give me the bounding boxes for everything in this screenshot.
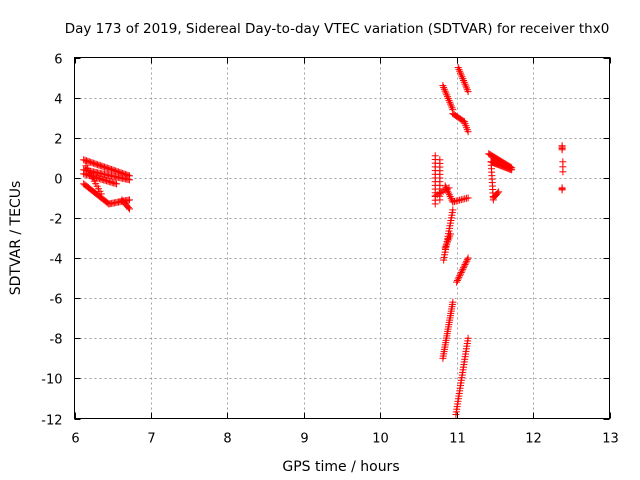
y-tick-labels: -12 -10 -8 -6 -4 -2 0 2 4 6	[41, 53, 62, 429]
data-point	[455, 273, 463, 281]
data-point	[460, 264, 468, 272]
data-point	[464, 254, 472, 262]
data-point	[436, 196, 444, 204]
data-point	[558, 186, 566, 194]
data-point	[463, 257, 471, 265]
data-point	[459, 265, 467, 273]
x-tick-label: 11	[449, 432, 466, 447]
x-tick-label: 10	[372, 432, 389, 447]
data-point	[458, 267, 466, 275]
x-tick-label: 13	[602, 432, 619, 447]
data-point	[126, 176, 134, 184]
data-point	[494, 189, 502, 197]
data-point	[444, 187, 452, 195]
x-tick-label: 12	[525, 432, 542, 447]
data-point	[442, 184, 450, 192]
data-point	[443, 185, 451, 193]
y-tick-label: -8	[50, 333, 63, 348]
data-point	[447, 194, 455, 202]
data-point	[457, 268, 465, 276]
x-tick-label: 6	[71, 432, 79, 447]
data-points	[80, 64, 567, 418]
data-point	[464, 128, 472, 136]
y-tick-label: 0	[54, 173, 62, 188]
data-point	[124, 204, 132, 212]
data-point	[558, 146, 566, 154]
data-point	[453, 277, 461, 285]
data-point	[508, 166, 516, 174]
data-point	[449, 206, 457, 214]
y-tick-label: -12	[41, 414, 62, 429]
grid-lines	[74, 57, 610, 419]
x-tick-label: 9	[300, 432, 308, 447]
data-point	[446, 193, 454, 201]
data-point	[454, 275, 462, 283]
data-point	[431, 200, 439, 208]
plot-frame	[74, 57, 610, 419]
data-point	[445, 191, 453, 199]
data-point	[445, 189, 453, 197]
x-tick-labels: 6 7 8 9 10 11 12 13	[71, 432, 618, 447]
data-point	[453, 278, 461, 286]
y-tick-label: 6	[54, 53, 62, 68]
data-point	[126, 196, 134, 204]
x-tick-label: 7	[147, 432, 155, 447]
data-point	[559, 168, 567, 176]
y-tick-label: -6	[50, 293, 63, 308]
data-point	[441, 182, 449, 190]
data-point	[456, 270, 464, 278]
data-point	[126, 205, 134, 213]
y-tick-label: 4	[54, 93, 62, 108]
data-point	[495, 188, 503, 196]
data-point	[97, 190, 105, 198]
axis-ticks	[74, 57, 611, 420]
data-point	[456, 272, 464, 280]
data-point	[447, 230, 455, 238]
data-point	[464, 334, 472, 342]
x-tick-label: 8	[223, 432, 231, 447]
data-point	[462, 259, 470, 267]
data-point	[464, 194, 472, 202]
data-point	[113, 180, 121, 188]
x-axis-label: GPS time / hours	[282, 459, 399, 475]
chart-title: Day 173 of 2019, Sidereal Day-to-day VTE…	[65, 21, 610, 37]
y-tick-label: -2	[50, 213, 63, 228]
data-point	[463, 256, 471, 264]
data-point	[464, 88, 472, 96]
y-tick-label: 2	[54, 133, 62, 148]
y-tick-label: -10	[41, 373, 62, 388]
y-tick-label: -4	[50, 253, 63, 268]
data-point	[449, 298, 457, 306]
y-axis-label: SDTVAR / TECUs	[8, 181, 24, 296]
data-point	[460, 262, 468, 270]
data-point	[461, 260, 469, 268]
